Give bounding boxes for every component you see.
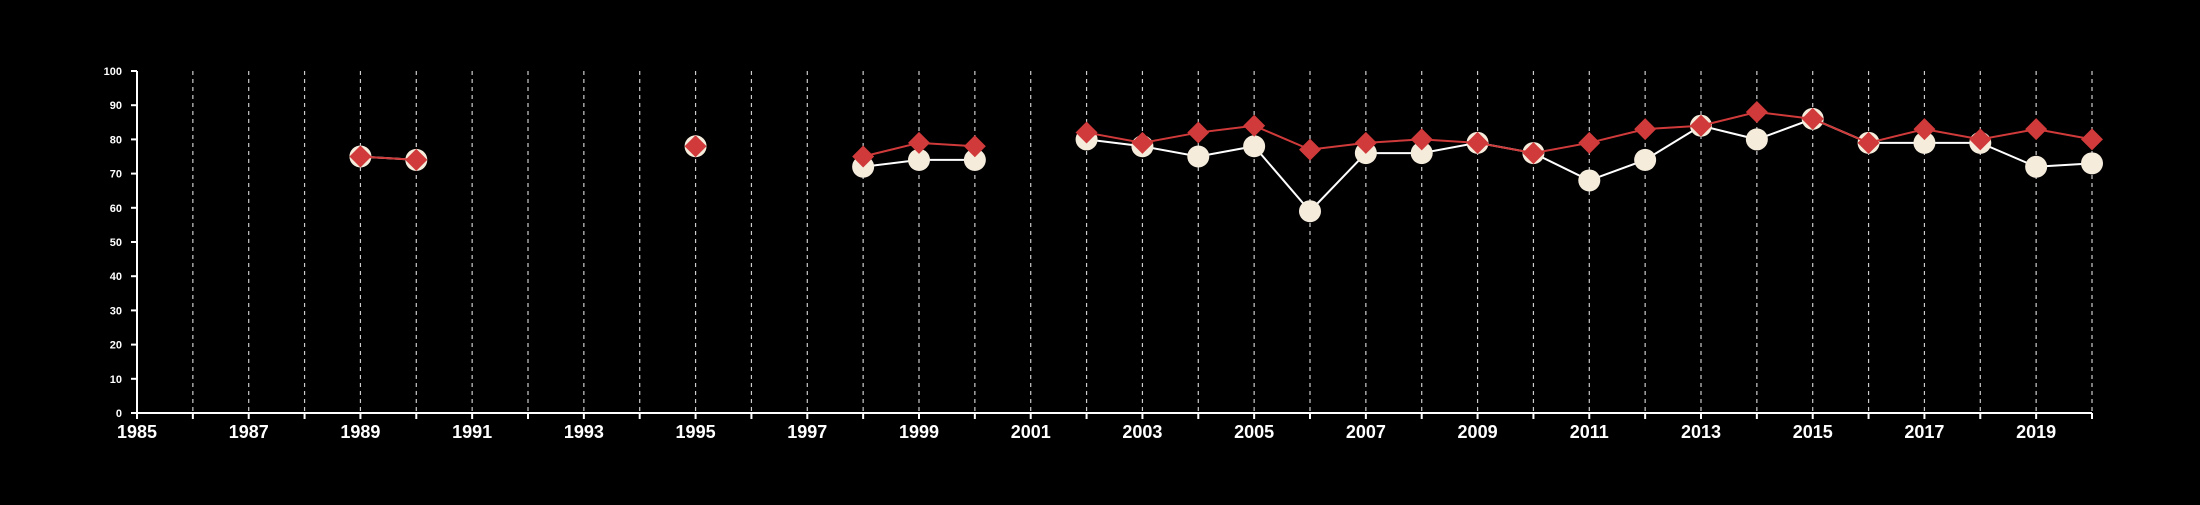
x-tick-label: 2005 bbox=[1234, 422, 1274, 442]
y-tick-label: 40 bbox=[110, 271, 122, 283]
x-tick-label: 2001 bbox=[1011, 422, 1051, 442]
series-2-point bbox=[963, 135, 986, 158]
x-tick-label: 2017 bbox=[1904, 422, 1944, 442]
series-1-point bbox=[1634, 148, 1657, 171]
x-tick-label: 1991 bbox=[452, 422, 492, 442]
x-tick-label: 1995 bbox=[676, 422, 716, 442]
x-tick-label: 1999 bbox=[899, 422, 939, 442]
series-2 bbox=[349, 101, 2103, 171]
series-2-point bbox=[1969, 128, 1992, 151]
series-1-point bbox=[1299, 200, 1321, 223]
x-tick-label: 2013 bbox=[1681, 422, 1721, 442]
series-2-point bbox=[1187, 121, 1210, 144]
x-tick-label: 2007 bbox=[1346, 422, 1386, 442]
series-1-point bbox=[1913, 131, 1936, 154]
series-2-point bbox=[1578, 131, 1601, 154]
y-tick-label: 0 bbox=[116, 408, 122, 420]
series-2-point bbox=[1913, 118, 1936, 141]
y-tick-label: 80 bbox=[110, 134, 122, 146]
series-2-point bbox=[852, 145, 875, 168]
y-tick-label: 50 bbox=[110, 237, 122, 249]
series-1-point bbox=[1243, 135, 1266, 158]
series-1-point bbox=[1187, 145, 1210, 168]
series-1 bbox=[349, 107, 2103, 223]
series-2-point bbox=[908, 131, 930, 154]
series-2-point bbox=[1354, 131, 1377, 154]
x-tick-label: 1989 bbox=[340, 422, 380, 442]
y-tick-label: 70 bbox=[110, 169, 122, 181]
series-2-point bbox=[1634, 118, 1657, 141]
series-1-point bbox=[908, 148, 930, 171]
series-2-point bbox=[1466, 131, 1489, 154]
series-2-point bbox=[1410, 128, 1433, 151]
series-2-point bbox=[1299, 138, 1321, 161]
x-axis-ticks: 1985 1987 1989 1991 1993 1995 1997 1999 2001 2003… bbox=[117, 413, 2093, 442]
series-2-point bbox=[1075, 121, 1098, 144]
y-tick-label: 60 bbox=[110, 203, 122, 215]
x-tick-label: 1997 bbox=[787, 422, 827, 442]
series-1-point bbox=[963, 148, 986, 171]
series-2-point bbox=[1522, 142, 1545, 165]
series-1-point bbox=[2081, 152, 2103, 175]
x-tick-label: 2011 bbox=[1570, 422, 1609, 442]
series-2-point bbox=[349, 145, 372, 168]
series-2-point bbox=[1243, 114, 1266, 137]
series-1-point bbox=[1578, 169, 1601, 192]
x-tick-label: 2019 bbox=[2016, 422, 2056, 442]
series-2-point bbox=[1801, 107, 1824, 130]
y-tick-label: 20 bbox=[110, 340, 122, 352]
series-1-point bbox=[2025, 155, 2048, 178]
series-2-point bbox=[405, 148, 428, 171]
x-tick-label: 2003 bbox=[1122, 422, 1162, 442]
x-tick-label: 1985 bbox=[117, 422, 157, 442]
x-tick-label: 1987 bbox=[229, 422, 269, 442]
series-2-point bbox=[2081, 128, 2103, 151]
series-2-point bbox=[684, 135, 707, 158]
y-tick-label: 90 bbox=[110, 100, 122, 112]
y-tick-label: 30 bbox=[110, 305, 122, 317]
series-2-point bbox=[1857, 131, 1880, 154]
series-2-point bbox=[1690, 114, 1712, 137]
series-2-point bbox=[2025, 118, 2048, 141]
series-2-point bbox=[1131, 131, 1154, 154]
y-tick-label: 10 bbox=[110, 374, 122, 386]
x-tick-label: 2015 bbox=[1793, 422, 1833, 442]
series-1-point bbox=[1745, 128, 1768, 151]
y-tick-label: 100 bbox=[104, 66, 122, 78]
series-1-point bbox=[1410, 142, 1433, 165]
x-tick-label: 1993 bbox=[564, 422, 604, 442]
series-2-point bbox=[1745, 101, 1768, 124]
y-axis-ticks: 0 10 20 30 40 50 60 70 80 90 100 bbox=[104, 66, 137, 420]
x-tick-label: 2009 bbox=[1458, 422, 1498, 442]
